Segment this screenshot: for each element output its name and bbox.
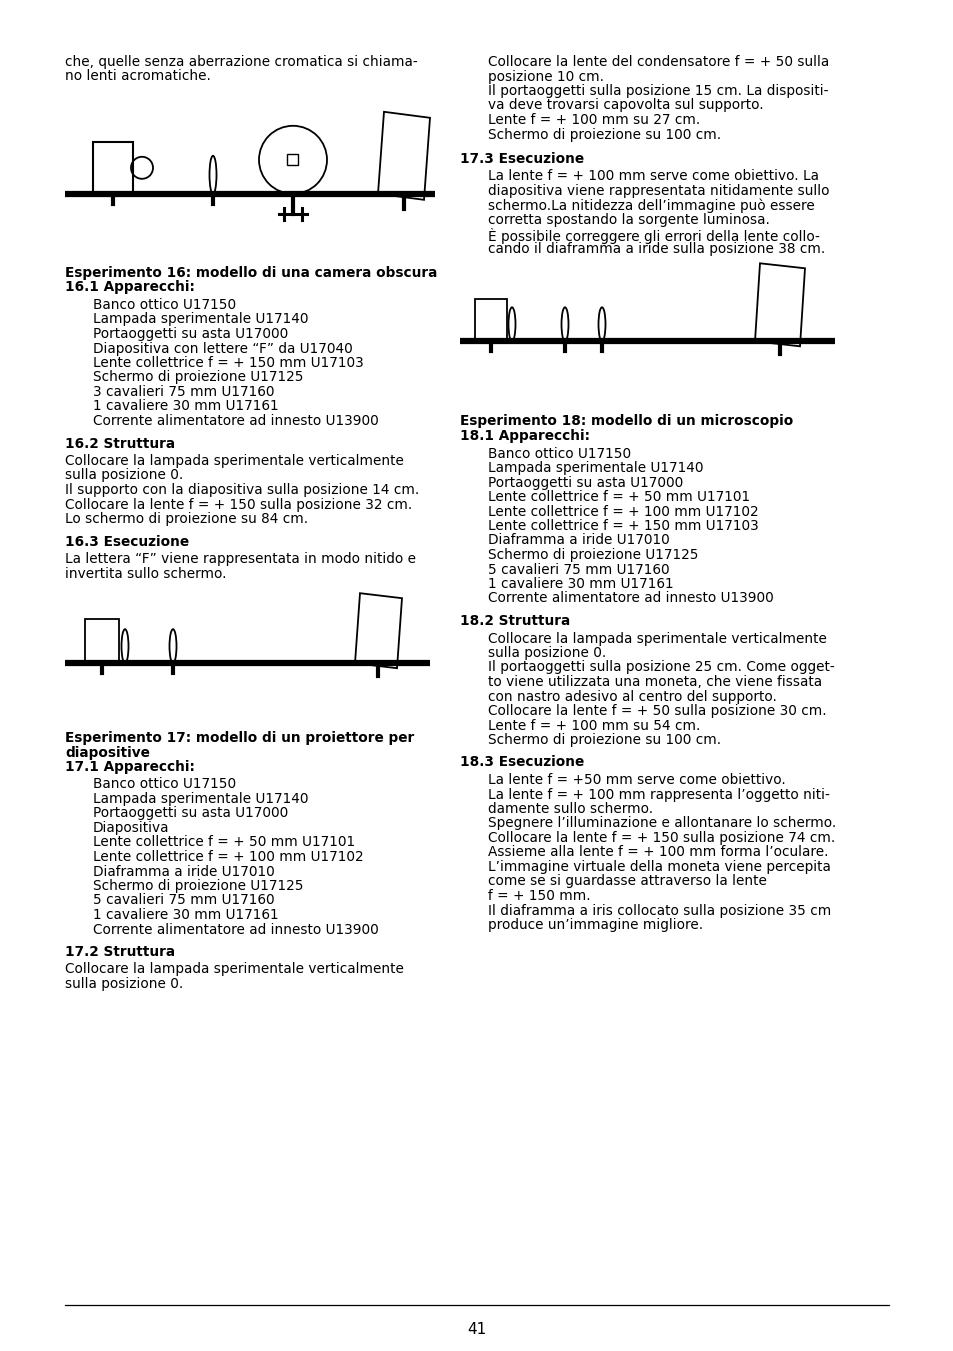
Text: La lente f = + 100 mm serve come obiettivo. La: La lente f = + 100 mm serve come obietti…	[488, 169, 818, 184]
Text: Lente collettrice f = + 50 mm U17101: Lente collettrice f = + 50 mm U17101	[488, 490, 749, 504]
Text: no lenti acromatiche.: no lenti acromatiche.	[65, 69, 211, 84]
Text: 3 cavalieri 75 mm U17160: 3 cavalieri 75 mm U17160	[92, 385, 274, 399]
Text: 18.2 Struttura: 18.2 Struttura	[459, 613, 570, 628]
Text: Lampada sperimentale U17140: Lampada sperimentale U17140	[488, 461, 702, 476]
Text: Diapositiva: Diapositiva	[92, 821, 170, 835]
Text: Collocare la lente f = + 50 sulla posizione 30 cm.: Collocare la lente f = + 50 sulla posizi…	[488, 704, 825, 717]
Text: 17.1 Apparecchi:: 17.1 Apparecchi:	[65, 761, 194, 774]
Text: cando il diaframma a iride sulla posizione 38 cm.: cando il diaframma a iride sulla posizio…	[488, 242, 824, 255]
Text: Lente collettrice f = + 100 mm U17102: Lente collettrice f = + 100 mm U17102	[488, 504, 758, 519]
Text: Portaoggetti su asta U17000: Portaoggetti su asta U17000	[92, 327, 288, 340]
Text: Esperimento 17: modello di un proiettore per: Esperimento 17: modello di un proiettore…	[65, 731, 414, 744]
Text: f = + 150 mm.: f = + 150 mm.	[488, 889, 590, 902]
Text: 18.1 Apparecchi:: 18.1 Apparecchi:	[459, 430, 589, 443]
Text: produce un’immagine migliore.: produce un’immagine migliore.	[488, 917, 702, 932]
Text: Banco ottico U17150: Banco ottico U17150	[488, 446, 631, 461]
Text: Spegnere l’illuminazione e allontanare lo schermo.: Spegnere l’illuminazione e allontanare l…	[488, 816, 836, 831]
Text: Schermo di proiezione su 100 cm.: Schermo di proiezione su 100 cm.	[488, 127, 720, 142]
Text: Lampada sperimentale U17140: Lampada sperimentale U17140	[92, 312, 308, 327]
Text: Corrente alimentatore ad innesto U13900: Corrente alimentatore ad innesto U13900	[92, 413, 378, 428]
Text: sulla posizione 0.: sulla posizione 0.	[65, 469, 183, 482]
Text: 16.2 Struttura: 16.2 Struttura	[65, 436, 175, 450]
Text: diapositiva viene rappresentata nitidamente sullo: diapositiva viene rappresentata nitidame…	[488, 184, 828, 199]
Text: Banco ottico U17150: Banco ottico U17150	[92, 777, 236, 792]
Text: Assieme alla lente f = + 100 mm forma l’oculare.: Assieme alla lente f = + 100 mm forma l’…	[488, 846, 827, 859]
Text: L’immagine virtuale della moneta viene percepita: L’immagine virtuale della moneta viene p…	[488, 861, 830, 874]
Text: La lente f = +50 mm serve come obiettivo.: La lente f = +50 mm serve come obiettivo…	[488, 773, 785, 788]
Text: 5 cavalieri 75 mm U17160: 5 cavalieri 75 mm U17160	[488, 562, 669, 577]
Text: Il diaframma a iris collocato sulla posizione 35 cm: Il diaframma a iris collocato sulla posi…	[488, 904, 830, 917]
Text: Schermo di proiezione su 100 cm.: Schermo di proiezione su 100 cm.	[488, 734, 720, 747]
Text: Collocare la lampada sperimentale verticalmente: Collocare la lampada sperimentale vertic…	[65, 962, 403, 977]
Text: 1 cavaliere 30 mm U17161: 1 cavaliere 30 mm U17161	[488, 577, 673, 590]
Text: Corrente alimentatore ad innesto U13900: Corrente alimentatore ad innesto U13900	[488, 592, 773, 605]
Text: La lettera “F” viene rappresentata in modo nitido e: La lettera “F” viene rappresentata in mo…	[65, 553, 416, 566]
Text: Banco ottico U17150: Banco ottico U17150	[92, 299, 236, 312]
Text: Collocare la lampada sperimentale verticalmente: Collocare la lampada sperimentale vertic…	[65, 454, 403, 467]
Text: Lo schermo di proiezione su 84 cm.: Lo schermo di proiezione su 84 cm.	[65, 512, 308, 526]
Text: Portaoggetti su asta U17000: Portaoggetti su asta U17000	[488, 476, 682, 489]
Text: Schermo di proiezione U17125: Schermo di proiezione U17125	[92, 880, 303, 893]
Text: Corrente alimentatore ad innesto U13900: Corrente alimentatore ad innesto U13900	[92, 923, 378, 936]
Text: come se si guardasse attraverso la lente: come se si guardasse attraverso la lente	[488, 874, 766, 889]
Text: Diapositiva con lettere “F” da U17040: Diapositiva con lettere “F” da U17040	[92, 342, 353, 355]
Text: 17.3 Esecuzione: 17.3 Esecuzione	[459, 153, 583, 166]
Text: damente sullo schermo.: damente sullo schermo.	[488, 802, 653, 816]
Text: Il supporto con la diapositiva sulla posizione 14 cm.: Il supporto con la diapositiva sulla pos…	[65, 484, 418, 497]
Text: che, quelle senza aberrazione cromatica si chiama-: che, quelle senza aberrazione cromatica …	[65, 55, 417, 69]
Text: Schermo di proiezione U17125: Schermo di proiezione U17125	[92, 370, 303, 385]
Bar	[92, 142, 132, 193]
Text: 1 cavaliere 30 mm U17161: 1 cavaliere 30 mm U17161	[92, 908, 278, 921]
Text: Esperimento 16: modello di una camera obscura: Esperimento 16: modello di una camera ob…	[65, 266, 436, 280]
Text: va deve trovarsi capovolta sul supporto.: va deve trovarsi capovolta sul supporto.	[488, 99, 762, 112]
Text: La lente f = + 100 mm rappresenta l’oggetto niti-: La lente f = + 100 mm rappresenta l’ogge…	[488, 788, 829, 801]
Text: Lente collettrice f = + 150 mm U17103: Lente collettrice f = + 150 mm U17103	[488, 519, 758, 534]
Bar	[287, 154, 298, 165]
Text: Il portaoggetti sulla posizione 15 cm. La dispositi-: Il portaoggetti sulla posizione 15 cm. L…	[488, 84, 827, 99]
Text: 16.1 Apparecchi:: 16.1 Apparecchi:	[65, 281, 194, 295]
Text: È possibile correggere gli errori della lente collo-: È possibile correggere gli errori della …	[488, 227, 819, 243]
Text: 17.2 Struttura: 17.2 Struttura	[65, 944, 175, 959]
Text: Lente collettrice f = + 100 mm U17102: Lente collettrice f = + 100 mm U17102	[92, 850, 363, 865]
Bar	[475, 300, 506, 342]
Text: Esperimento 18: modello di un microscopio: Esperimento 18: modello di un microscopi…	[459, 415, 792, 428]
Text: diapositive: diapositive	[65, 746, 150, 759]
Text: Portaoggetti su asta U17000: Portaoggetti su asta U17000	[92, 807, 288, 820]
Text: Collocare la lente f = + 150 sulla posizione 74 cm.: Collocare la lente f = + 150 sulla posiz…	[488, 831, 835, 844]
Text: 5 cavalieri 75 mm U17160: 5 cavalieri 75 mm U17160	[92, 893, 274, 908]
Text: Lampada sperimentale U17140: Lampada sperimentale U17140	[92, 792, 308, 807]
Text: posizione 10 cm.: posizione 10 cm.	[488, 69, 603, 84]
Text: Collocare la lente f = + 150 sulla posizione 32 cm.: Collocare la lente f = + 150 sulla posiz…	[65, 497, 412, 512]
Text: sulla posizione 0.: sulla posizione 0.	[65, 977, 183, 992]
Text: Lente f = + 100 mm su 54 cm.: Lente f = + 100 mm su 54 cm.	[488, 719, 700, 732]
Text: con nastro adesivo al centro del supporto.: con nastro adesivo al centro del support…	[488, 689, 776, 704]
Text: invertita sullo schermo.: invertita sullo schermo.	[65, 566, 226, 581]
Text: Il portaoggetti sulla posizione 25 cm. Come ogget-: Il portaoggetti sulla posizione 25 cm. C…	[488, 661, 834, 674]
Text: Lente collettrice f = + 150 mm U17103: Lente collettrice f = + 150 mm U17103	[92, 357, 363, 370]
Text: schermo.La nitidezza dell’immagine può essere: schermo.La nitidezza dell’immagine può e…	[488, 199, 814, 213]
Text: Collocare la lampada sperimentale verticalmente: Collocare la lampada sperimentale vertic…	[488, 631, 826, 646]
Text: Lente collettrice f = + 50 mm U17101: Lente collettrice f = + 50 mm U17101	[92, 835, 355, 850]
Text: Lente f = + 100 mm su 27 cm.: Lente f = + 100 mm su 27 cm.	[488, 113, 700, 127]
Text: Schermo di proiezione U17125: Schermo di proiezione U17125	[488, 549, 698, 562]
Bar	[85, 619, 119, 663]
Text: Diaframma a iride U17010: Diaframma a iride U17010	[488, 534, 669, 547]
Text: 18.3 Esecuzione: 18.3 Esecuzione	[459, 755, 583, 770]
Text: corretta spostando la sorgente luminosa.: corretta spostando la sorgente luminosa.	[488, 213, 769, 227]
Text: 41: 41	[467, 1323, 486, 1337]
Text: to viene utilizzata una moneta, che viene fissata: to viene utilizzata una moneta, che vien…	[488, 676, 821, 689]
Text: sulla posizione 0.: sulla posizione 0.	[488, 646, 605, 661]
Text: Collocare la lente del condensatore f = + 50 sulla: Collocare la lente del condensatore f = …	[488, 55, 828, 69]
Text: 16.3 Esecuzione: 16.3 Esecuzione	[65, 535, 189, 549]
Text: 1 cavaliere 30 mm U17161: 1 cavaliere 30 mm U17161	[92, 400, 278, 413]
Text: Diaframma a iride U17010: Diaframma a iride U17010	[92, 865, 274, 878]
